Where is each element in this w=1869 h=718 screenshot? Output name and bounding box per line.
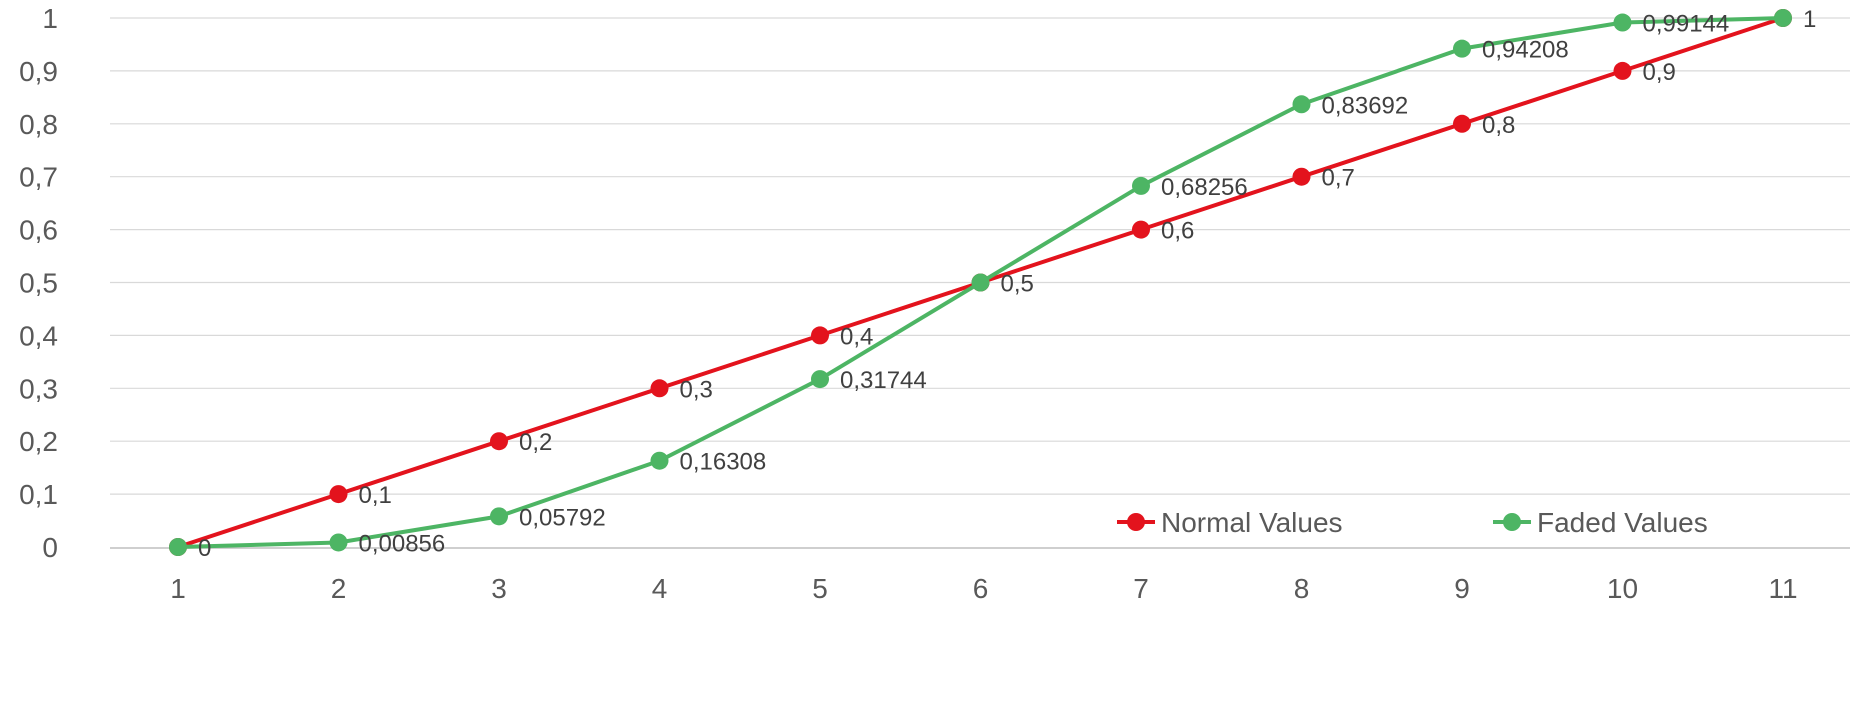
data-label: 0,6: [1161, 218, 1194, 245]
data-point: [1292, 95, 1311, 114]
legend-label: Faded Values: [1537, 507, 1708, 538]
data-point: [650, 379, 669, 398]
x-tick-label: 10: [1607, 573, 1638, 604]
legend-marker: [1503, 513, 1521, 531]
legend-marker: [1127, 513, 1145, 531]
data-label: 0,68256: [1161, 174, 1248, 201]
legend-entry: Faded Values: [1493, 507, 1708, 538]
x-tick-label: 9: [1454, 573, 1470, 604]
data-point: [1132, 220, 1150, 239]
data-label: 0,99144: [1643, 11, 1730, 38]
y-tick-label: 0,4: [19, 320, 58, 351]
data-label: 0,7: [1322, 165, 1355, 192]
data-point: [1774, 9, 1792, 27]
legend-entry: Normal Values: [1117, 507, 1343, 538]
legend: Normal Values Faded Values: [1117, 507, 1708, 538]
y-tick-label: 0,9: [19, 56, 58, 87]
y-tick-label: 0,5: [19, 268, 58, 299]
x-tick-label: 11: [1768, 573, 1797, 604]
data-point: [811, 326, 829, 345]
data-point: [811, 370, 829, 389]
data-point: [1613, 13, 1632, 32]
x-tick-label: 7: [1133, 573, 1149, 604]
y-tick-label: 0: [42, 532, 58, 563]
data-point: [1292, 167, 1311, 186]
x-axis-tick-labels: 1 2 3 4 5 6 7 8 9 10 11: [170, 573, 1797, 604]
y-tick-label: 0,3: [19, 373, 58, 404]
data-point: [1453, 39, 1471, 58]
x-tick-label: 6: [973, 573, 989, 604]
data-label: 0,94208: [1482, 37, 1569, 64]
data-label: 0,3: [680, 376, 713, 403]
y-tick-label: 0,6: [19, 215, 58, 246]
data-point: [169, 538, 187, 556]
data-label: 0,31744: [840, 367, 927, 394]
data-point: [490, 432, 508, 451]
x-tick-label: 5: [812, 573, 828, 604]
x-tick-label: 3: [491, 573, 507, 604]
legend-label: Normal Values: [1161, 507, 1343, 538]
data-point: [650, 451, 669, 470]
y-tick-label: 1: [42, 3, 58, 34]
data-label: 0,2: [519, 429, 552, 456]
data-label: 0,1: [359, 482, 392, 509]
data-label: 1: [1803, 6, 1816, 33]
data-label: 0,05792: [519, 504, 606, 531]
x-tick-label: 2: [331, 573, 347, 604]
data-labels: 0,1 0,2 0,3 0,4 0,6 0,7 0,8 0,9 0 0,00856 0,05792 0…: [198, 6, 1816, 562]
data-label: 0: [198, 535, 211, 562]
data-point: [1613, 61, 1632, 80]
series-lines: [169, 9, 1792, 556]
data-label: 0,4: [840, 323, 873, 350]
y-tick-label: 0,2: [19, 426, 58, 457]
data-point: [329, 533, 348, 552]
data-point: [971, 273, 990, 292]
data-label: 0,8: [1482, 112, 1515, 139]
y-tick-label: 0,8: [19, 109, 58, 140]
y-tick-label: 0,7: [19, 162, 58, 193]
data-label: 0,9: [1643, 59, 1676, 86]
data-point: [1132, 176, 1150, 195]
data-label: 0,83692: [1322, 92, 1409, 119]
x-tick-label: 4: [652, 573, 668, 604]
series-faded-values: [169, 9, 1792, 556]
data-label: 0,16308: [680, 449, 767, 476]
data-point: [490, 507, 508, 526]
data-point: [329, 485, 348, 504]
y-axis-tick-labels: 0 0,1 0,2 0,3 0,4 0,5 0,6 0,7 0,8 0,9 1: [19, 3, 58, 563]
x-tick-label: 8: [1294, 573, 1310, 604]
data-point: [1453, 114, 1471, 133]
x-tick-label: 1: [170, 573, 186, 604]
data-label: 0,00856: [359, 530, 446, 557]
y-tick-label: 0,1: [19, 479, 58, 510]
data-label: 0,5: [1001, 271, 1034, 298]
